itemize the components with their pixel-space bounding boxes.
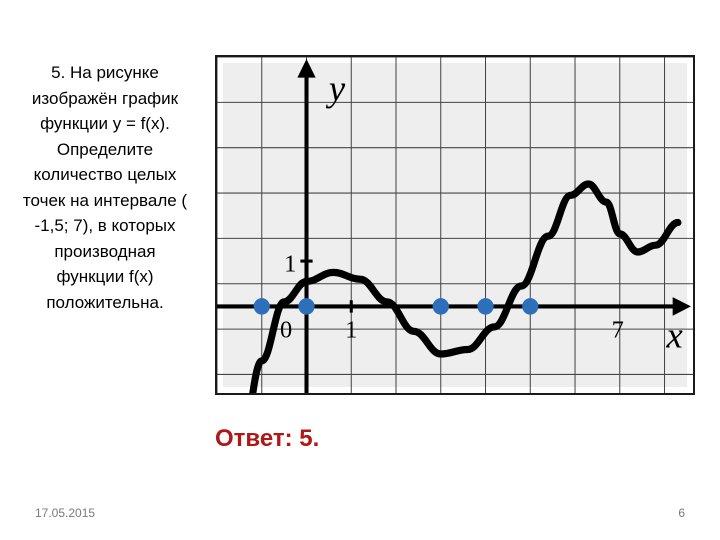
question-text: 5. На рисунке изображён график функции у… <box>20 60 190 315</box>
svg-text:7: 7 <box>612 316 624 343</box>
svg-text:y: y <box>325 67 346 108</box>
footer-page: 6 <box>678 506 685 520</box>
chart-svg: y x 0 1 1 7 <box>217 57 693 393</box>
chart-frame: y x 0 1 1 7 <box>215 55 695 395</box>
svg-text:1: 1 <box>345 316 357 343</box>
footer-date: 17.05.2015 <box>35 506 95 520</box>
svg-text:x: x <box>666 314 684 355</box>
svg-text:1: 1 <box>284 250 296 277</box>
svg-text:0: 0 <box>280 316 292 343</box>
answer-label: Ответ: 5. <box>215 425 319 453</box>
